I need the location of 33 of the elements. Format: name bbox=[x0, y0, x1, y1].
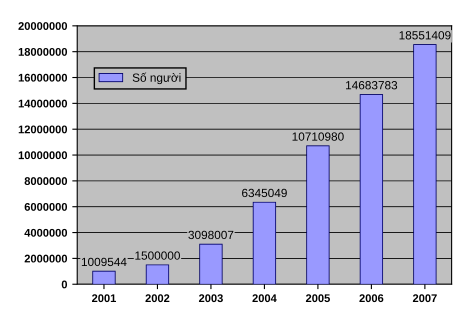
x-tick-label: 2004 bbox=[252, 294, 277, 302]
y-tick-label: 8000000 bbox=[24, 177, 68, 186]
y-tick-label: 2000000 bbox=[24, 254, 68, 263]
data-label: 14683783 bbox=[346, 81, 398, 90]
bar bbox=[92, 270, 116, 284]
y-tick-label: 20000000 bbox=[18, 22, 68, 30]
data-label: 1009544 bbox=[82, 258, 127, 266]
x-tick-label: 2007 bbox=[412, 294, 437, 302]
bar bbox=[252, 202, 276, 284]
y-tick-label: 10000000 bbox=[18, 151, 68, 160]
y-tick-label: 0 bbox=[62, 280, 68, 288]
y-tick-label: 6000000 bbox=[24, 202, 68, 211]
bar bbox=[306, 145, 330, 284]
y-tick-label: 12000000 bbox=[18, 125, 68, 134]
x-tick-label: 2002 bbox=[145, 294, 170, 302]
legend-label: Số người bbox=[132, 72, 180, 84]
data-label: 10710980 bbox=[292, 132, 344, 141]
x-tick-label: 2005 bbox=[306, 294, 330, 302]
data-label: 3098007 bbox=[188, 230, 234, 240]
y-tick-label: 16000000 bbox=[18, 74, 68, 82]
y-tick-label: 4000000 bbox=[24, 228, 68, 237]
data-label: 6345049 bbox=[242, 188, 287, 198]
bar bbox=[413, 44, 437, 284]
y-tick-label: 14000000 bbox=[18, 100, 68, 108]
bar bbox=[146, 264, 170, 284]
y-tick-label: 18000000 bbox=[18, 48, 68, 56]
x-tick-label: 2001 bbox=[92, 294, 116, 302]
data-label: 18551409 bbox=[400, 31, 451, 40]
bar bbox=[360, 94, 384, 284]
x-tick-label: 2006 bbox=[359, 294, 384, 302]
x-tick-label: 2003 bbox=[198, 294, 223, 302]
bar bbox=[199, 244, 223, 284]
data-label: 1500000 bbox=[135, 251, 180, 260]
